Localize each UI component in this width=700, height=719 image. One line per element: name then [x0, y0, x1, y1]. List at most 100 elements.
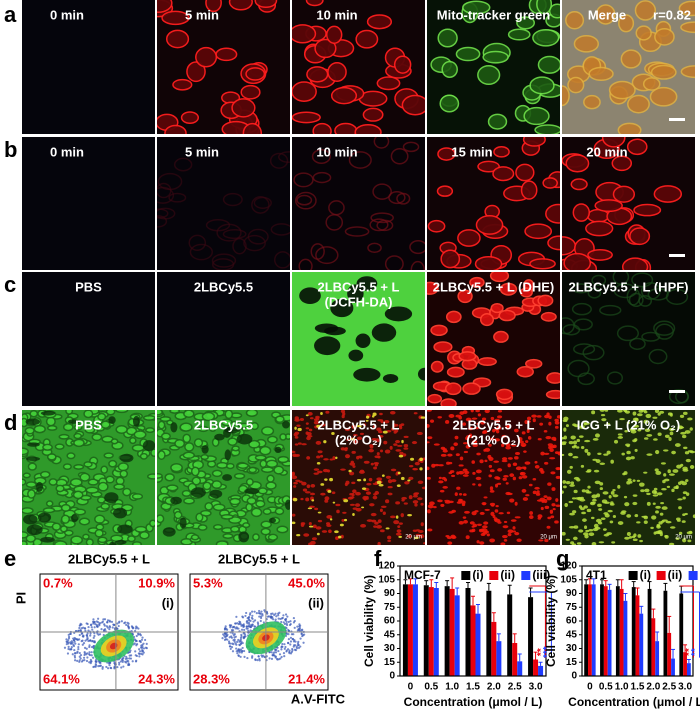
bar — [671, 659, 675, 676]
bar — [507, 594, 512, 676]
cell — [683, 447, 687, 449]
cell — [332, 88, 357, 104]
cell — [388, 479, 392, 483]
cell — [560, 437, 565, 439]
scale-bar — [669, 390, 685, 393]
cell — [461, 500, 465, 504]
cell — [351, 461, 354, 464]
cell — [464, 451, 468, 453]
event — [87, 629, 89, 631]
cell — [476, 257, 502, 271]
event — [79, 652, 81, 654]
event — [277, 614, 279, 616]
cell — [327, 26, 342, 43]
cell — [678, 482, 681, 485]
cell — [497, 389, 513, 399]
cell — [377, 479, 381, 481]
event — [285, 650, 287, 652]
cell — [43, 444, 52, 450]
cell — [293, 498, 298, 501]
cell — [509, 473, 514, 477]
event — [297, 642, 299, 644]
legend-label: (ii) — [500, 568, 515, 582]
panel-text: PBS — [75, 279, 102, 294]
cell — [432, 362, 443, 372]
cell — [422, 487, 427, 490]
cell — [488, 474, 491, 477]
cell — [653, 494, 658, 496]
cell — [447, 536, 452, 539]
cell — [84, 410, 93, 417]
event — [69, 633, 71, 635]
cell — [203, 482, 211, 489]
event — [246, 625, 248, 627]
cell — [297, 428, 301, 431]
cell — [28, 490, 35, 498]
event — [128, 626, 130, 628]
cell — [453, 442, 458, 446]
cell — [513, 477, 516, 481]
event — [275, 615, 277, 617]
bar — [429, 587, 434, 676]
x-tick-label: 1.5 — [466, 682, 480, 693]
cell — [690, 465, 694, 469]
cell — [610, 460, 614, 464]
event — [271, 658, 273, 660]
cell — [529, 511, 533, 515]
cell — [334, 530, 339, 533]
cell — [675, 443, 681, 447]
cell — [404, 436, 409, 438]
cell — [561, 442, 566, 445]
event — [257, 621, 259, 623]
event — [243, 629, 245, 631]
cell — [398, 472, 401, 475]
cell — [458, 471, 464, 475]
cell — [641, 516, 647, 518]
panel-text: 10 min — [316, 144, 357, 159]
cell — [260, 447, 271, 455]
event — [71, 646, 73, 648]
cell — [418, 481, 424, 484]
cell — [375, 463, 379, 467]
cell — [316, 526, 322, 529]
event — [283, 643, 285, 645]
cell — [434, 342, 452, 352]
panel-text: (2% O₂) — [335, 432, 382, 447]
cell — [333, 502, 335, 504]
cell — [516, 164, 534, 180]
bar — [496, 641, 501, 676]
event — [277, 650, 279, 652]
cell — [451, 475, 455, 477]
cell — [628, 96, 649, 113]
event — [81, 627, 83, 629]
cell — [111, 439, 117, 444]
cell — [120, 454, 134, 463]
cell — [520, 472, 523, 476]
cell — [419, 467, 422, 470]
cell — [428, 221, 444, 232]
cell — [573, 537, 578, 541]
cell — [109, 461, 117, 467]
event — [122, 665, 124, 667]
cell — [150, 520, 156, 526]
cell — [296, 424, 300, 426]
bar — [687, 663, 691, 676]
cell — [388, 493, 393, 496]
event — [232, 650, 234, 652]
cell — [629, 481, 632, 484]
cell — [500, 542, 505, 545]
event — [92, 640, 94, 642]
cell — [633, 533, 636, 537]
event — [251, 655, 253, 657]
legend-label: (i) — [640, 568, 651, 582]
cell — [664, 535, 667, 537]
cell — [533, 30, 559, 46]
cell — [509, 29, 530, 39]
cell — [47, 501, 53, 506]
cell — [516, 539, 521, 542]
cell — [376, 525, 382, 529]
cell — [508, 533, 512, 536]
event — [74, 659, 76, 661]
y-tick-label: 120 — [560, 561, 577, 572]
cell — [603, 453, 608, 455]
